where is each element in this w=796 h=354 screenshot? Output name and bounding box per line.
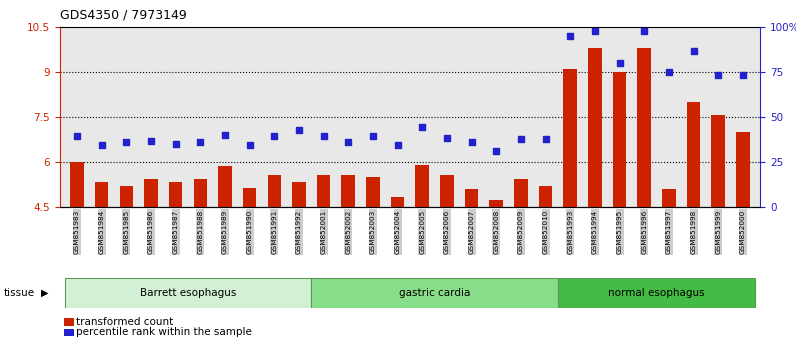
Text: GSM851989: GSM851989 (222, 210, 228, 254)
Text: GSM851986: GSM851986 (148, 210, 154, 254)
Bar (490, 200, 503, 207)
Text: GSM851992: GSM851992 (296, 210, 302, 254)
Bar (267, 176, 281, 207)
Point (662, 69, 675, 75)
Text: transformed count: transformed count (76, 317, 174, 327)
Point (416, 125, 428, 130)
Bar (638, 48, 651, 207)
Bar (440, 176, 454, 207)
Text: GSM851988: GSM851988 (197, 210, 203, 254)
Bar (391, 196, 404, 207)
Point (564, 33, 576, 39)
Bar (119, 186, 133, 207)
Point (736, 72, 749, 78)
Text: GSM852004: GSM852004 (395, 210, 400, 254)
Bar (64, 278, 311, 308)
Point (392, 143, 404, 148)
Text: GSM852009: GSM852009 (518, 210, 524, 254)
Text: normal esophagus: normal esophagus (608, 288, 705, 298)
Point (120, 139, 133, 145)
Text: GSM851996: GSM851996 (642, 210, 647, 254)
Point (71, 133, 84, 139)
Text: GSM851998: GSM851998 (691, 210, 696, 254)
Point (219, 132, 232, 138)
Text: GSM852007: GSM852007 (469, 210, 474, 254)
Text: GSM852003: GSM852003 (370, 210, 376, 254)
Bar (95, 182, 108, 207)
Point (145, 138, 158, 144)
Text: GSM851993: GSM851993 (568, 210, 573, 254)
Point (170, 141, 182, 147)
Text: GSM852005: GSM852005 (419, 210, 425, 254)
Bar (218, 166, 232, 207)
Bar (311, 278, 558, 308)
Text: GSM851984: GSM851984 (99, 210, 104, 254)
Point (318, 133, 330, 139)
Bar (193, 178, 207, 207)
Point (194, 139, 207, 145)
Bar (588, 48, 602, 207)
Text: GSM851999: GSM851999 (716, 210, 721, 254)
Text: tissue: tissue (4, 288, 35, 298)
Bar (613, 72, 626, 207)
Text: GSM851983: GSM851983 (74, 210, 80, 254)
Text: Barrett esophagus: Barrett esophagus (140, 288, 236, 298)
Point (465, 139, 478, 145)
Text: GSM852000: GSM852000 (740, 210, 746, 254)
Text: GDS4350 / 7973149: GDS4350 / 7973149 (60, 9, 186, 22)
Bar (736, 132, 750, 207)
Text: GSM852002: GSM852002 (345, 210, 351, 254)
Text: ▶: ▶ (41, 288, 49, 298)
Point (588, 28, 601, 34)
Point (268, 133, 281, 139)
Point (244, 143, 256, 148)
Text: GSM851994: GSM851994 (592, 210, 598, 254)
Point (440, 135, 453, 141)
Bar (70, 162, 84, 207)
Text: GSM851997: GSM851997 (666, 210, 672, 254)
Point (712, 72, 724, 78)
Bar (416, 165, 429, 207)
Point (514, 137, 527, 142)
Text: GSM852001: GSM852001 (321, 210, 326, 254)
Bar (169, 182, 182, 207)
Text: GSM852006: GSM852006 (444, 210, 450, 254)
Bar (243, 188, 256, 207)
Bar (465, 189, 478, 207)
Point (96, 143, 108, 148)
Text: GSM851987: GSM851987 (173, 210, 178, 254)
Point (687, 48, 700, 53)
Text: GSM851990: GSM851990 (247, 210, 252, 254)
Bar (366, 177, 380, 207)
Text: GSM851991: GSM851991 (271, 210, 277, 254)
Bar (144, 178, 158, 207)
Bar (712, 115, 725, 207)
Bar (539, 186, 552, 207)
Bar (558, 278, 755, 308)
Bar (687, 102, 700, 207)
Text: GSM851995: GSM851995 (617, 210, 622, 254)
Point (367, 133, 380, 139)
Bar (317, 176, 330, 207)
Point (613, 60, 626, 65)
Point (293, 127, 306, 133)
Point (638, 28, 650, 34)
Point (490, 149, 502, 154)
Text: gastric cardia: gastric cardia (399, 288, 470, 298)
Bar (341, 176, 355, 207)
Point (539, 137, 552, 142)
Text: GSM851985: GSM851985 (123, 210, 129, 254)
Text: GSM852010: GSM852010 (543, 210, 548, 254)
Point (342, 139, 355, 145)
Bar (564, 69, 577, 207)
Text: percentile rank within the sample: percentile rank within the sample (76, 327, 252, 337)
Bar (662, 189, 676, 207)
Bar (292, 182, 306, 207)
Bar (514, 178, 528, 207)
Text: GSM852008: GSM852008 (494, 210, 499, 254)
